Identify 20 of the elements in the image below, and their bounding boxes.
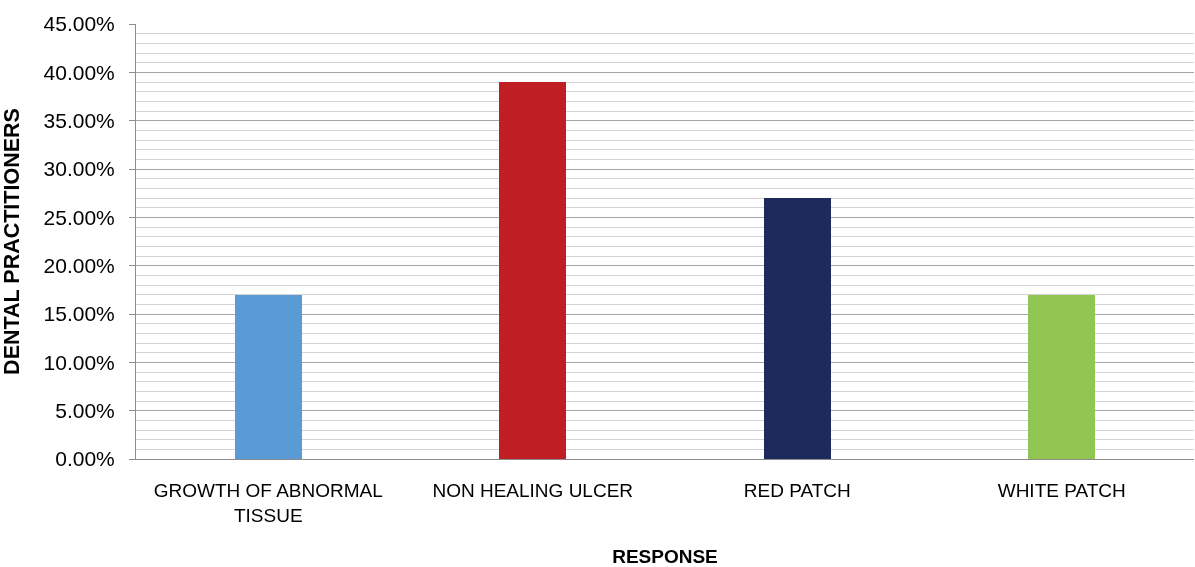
y-tick-label: 5.00% (55, 399, 115, 423)
bar (1028, 295, 1095, 459)
y-tick-label: 0.00% (55, 447, 115, 471)
y-tick-label: 20.00% (43, 254, 115, 278)
x-tick-label: NON HEALING ULCER (432, 479, 634, 501)
y-tick-label: 15.00% (43, 302, 115, 326)
x-tick-label: GROWTH OF ABNORMAL TISSUE (153, 479, 383, 526)
y-tick-label: 10.00% (43, 350, 115, 374)
bar (764, 198, 831, 459)
y-tick-label: 30.00% (43, 157, 115, 181)
x-tick-label: WHITE PATCH (997, 479, 1126, 501)
y-tick-label: 35.00% (43, 109, 115, 133)
y-tick-label: 45.00% (43, 12, 115, 36)
y-tick-label: 40.00% (43, 60, 115, 84)
y-axis-title: DENTAL PRACTITIONERS (0, 108, 24, 375)
x-tick-label: RED PATCH (743, 479, 851, 501)
x-axis-title: RESPONSE (612, 546, 718, 567)
y-tick-label: 25.00% (43, 205, 115, 229)
bar (235, 295, 302, 459)
bar (499, 82, 566, 459)
